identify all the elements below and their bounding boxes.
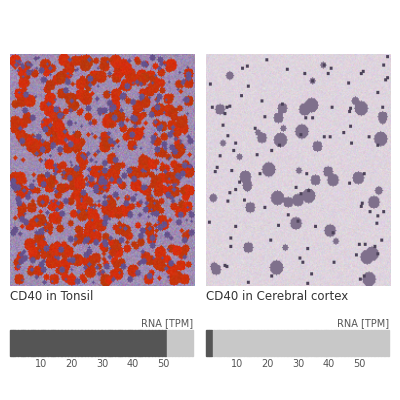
- Text: 20: 20: [65, 359, 78, 369]
- Text: RNA [TPM]: RNA [TPM]: [141, 318, 193, 328]
- Text: RNA [TPM]: RNA [TPM]: [337, 318, 389, 328]
- Text: 10: 10: [230, 359, 243, 369]
- Text: CD40 in Cerebral cortex: CD40 in Cerebral cortex: [206, 290, 348, 303]
- Text: 20: 20: [261, 359, 274, 369]
- Text: 10: 10: [34, 359, 47, 369]
- Text: 50: 50: [157, 359, 170, 369]
- Text: 50: 50: [353, 359, 366, 369]
- Text: CD40 in Tonsil: CD40 in Tonsil: [10, 290, 93, 303]
- Text: 30: 30: [96, 359, 108, 369]
- Text: 40: 40: [322, 359, 335, 369]
- Text: 40: 40: [126, 359, 139, 369]
- Text: 30: 30: [292, 359, 304, 369]
